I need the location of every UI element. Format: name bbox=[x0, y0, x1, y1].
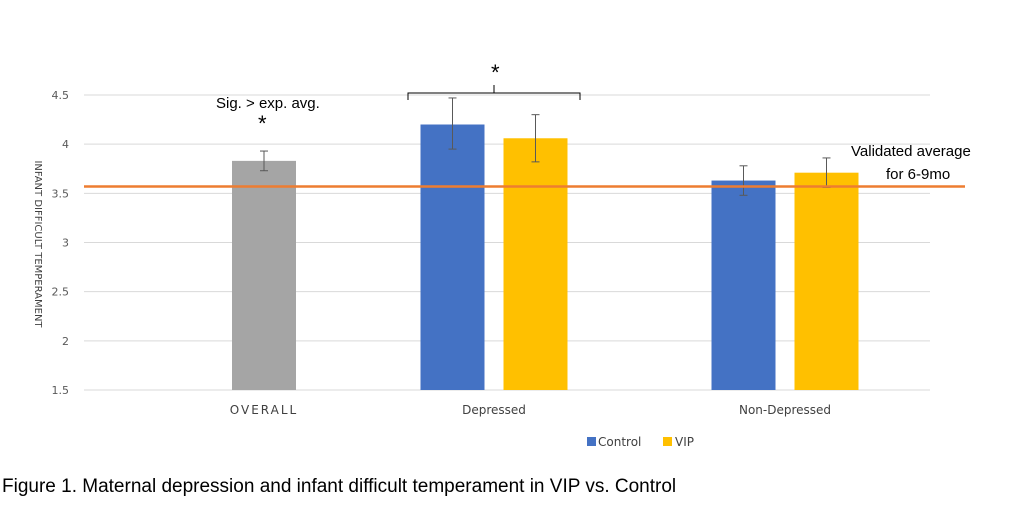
y-axis: 1.5 2 2.5 3 3.5 4 4.5 bbox=[52, 89, 70, 397]
legend-swatch-vip bbox=[663, 437, 672, 446]
bracket-star: * bbox=[491, 60, 500, 85]
category-label: Non-Depressed bbox=[739, 403, 831, 417]
category-label: Depressed bbox=[462, 403, 526, 417]
y-tick-label: 3.5 bbox=[52, 187, 70, 200]
figure-caption: Figure 1. Maternal depression and infant… bbox=[2, 476, 677, 497]
y-tick-label: 1.5 bbox=[52, 384, 70, 397]
error-bar bbox=[448, 97, 457, 150]
error-bar bbox=[260, 150, 268, 172]
bars bbox=[232, 124, 859, 390]
error-bar bbox=[531, 114, 540, 163]
bar-depressed-vip bbox=[503, 138, 568, 390]
bar-depressed-control bbox=[420, 124, 485, 390]
bar-non-depressed-control bbox=[711, 180, 776, 390]
legend-swatch-control bbox=[587, 437, 596, 446]
y-tick-label: 3 bbox=[62, 237, 69, 250]
overall-significance-text: Sig. > exp. avg. bbox=[216, 95, 320, 112]
y-tick-label: 4.5 bbox=[52, 89, 70, 102]
error-bar bbox=[739, 165, 748, 196]
category-label: OVERALL bbox=[230, 403, 298, 417]
y-axis-label: INFANT DIFFICULT TEMPERAMENT bbox=[32, 160, 43, 328]
category-labels: OVERALL Depressed Non-Depressed bbox=[230, 403, 831, 417]
chart: 1.5 2 2.5 3 3.5 4 4.5 INFANT DIFFICULT TEMPERA… bbox=[32, 60, 971, 449]
depressed-bracket bbox=[407, 85, 581, 100]
y-tick-label: 4 bbox=[62, 138, 69, 151]
legend-label-control: Control bbox=[598, 435, 641, 449]
bar-non-depressed-vip bbox=[794, 172, 859, 390]
y-tick-label: 2 bbox=[62, 335, 69, 348]
legend-label-vip: VIP bbox=[675, 435, 694, 449]
reference-label-line1: Validated average bbox=[851, 143, 971, 160]
overall-significance-star: * bbox=[258, 111, 267, 136]
legend: Control VIP bbox=[587, 435, 694, 449]
reference-label-line2: for 6-9mo bbox=[886, 166, 950, 183]
y-tick-label: 2.5 bbox=[52, 286, 70, 299]
bar-overall-overall bbox=[232, 160, 296, 390]
